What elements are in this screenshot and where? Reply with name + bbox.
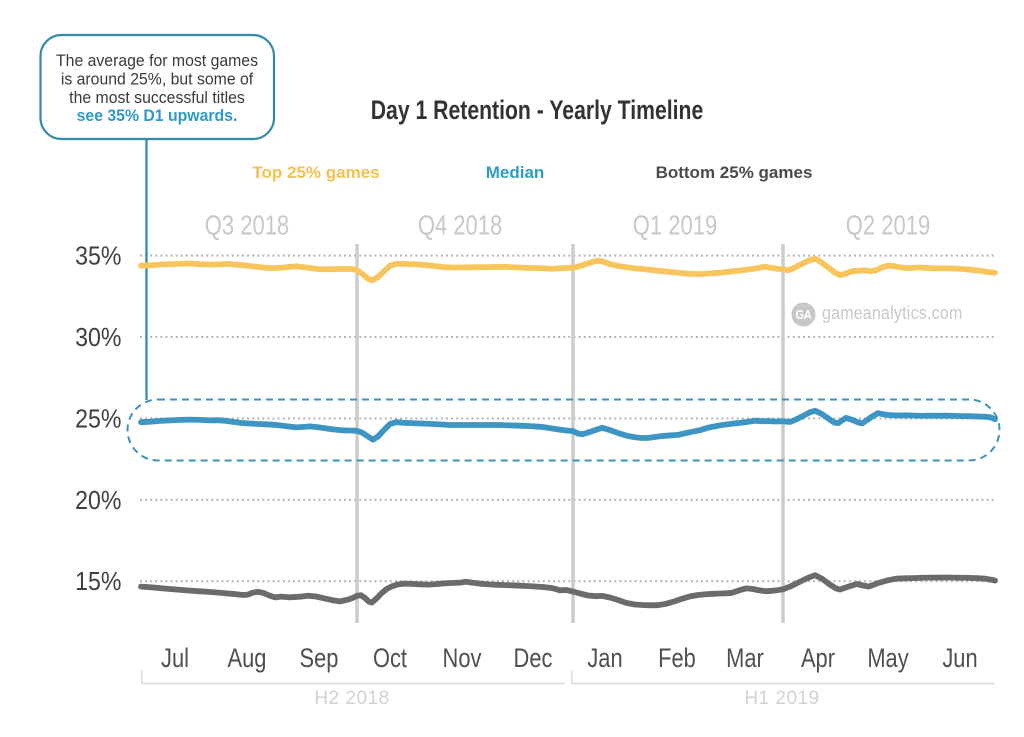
svg-text:Q3 2018: Q3 2018 xyxy=(205,210,289,241)
svg-text:Mar: Mar xyxy=(726,644,764,673)
svg-text:20%: 20% xyxy=(75,487,121,516)
svg-text:Dec: Dec xyxy=(514,644,553,673)
svg-text:Feb: Feb xyxy=(658,644,696,673)
svg-text:Aug: Aug xyxy=(228,644,267,673)
svg-text:Nov: Nov xyxy=(443,644,483,673)
svg-text:35%: 35% xyxy=(75,242,121,271)
svg-text:the most successful titles: the most successful titles xyxy=(69,88,245,107)
svg-text:Jun: Jun xyxy=(942,644,977,673)
svg-text:Q1 2019: Q1 2019 xyxy=(633,210,717,241)
svg-text:see 35% D1 upwards.: see 35% D1 upwards. xyxy=(77,107,238,126)
svg-text:Bottom 25% games: Bottom 25% games xyxy=(656,163,813,182)
svg-text:Q2 2019: Q2 2019 xyxy=(846,210,930,241)
svg-text:Median: Median xyxy=(486,163,545,182)
svg-text:Jan: Jan xyxy=(587,644,622,673)
svg-text:Oct: Oct xyxy=(373,644,407,673)
svg-text:H1 2019: H1 2019 xyxy=(744,688,819,709)
svg-text:is around 25%, but some of: is around 25%, but some of xyxy=(61,70,254,89)
svg-text:May: May xyxy=(867,644,909,673)
svg-text:The average for most games: The average for most games xyxy=(56,52,258,71)
svg-text:Apr: Apr xyxy=(801,644,835,673)
svg-text:Day 1 Retention - Yearly Timel: Day 1 Retention - Yearly Timeline xyxy=(371,96,703,126)
svg-text:30%: 30% xyxy=(75,324,121,353)
svg-text:25%: 25% xyxy=(75,405,121,434)
svg-text:Jul: Jul xyxy=(161,644,189,673)
svg-text:GA: GA xyxy=(796,307,813,322)
svg-text:H2 2018: H2 2018 xyxy=(314,688,389,709)
svg-text:Q4 2018: Q4 2018 xyxy=(418,210,502,241)
svg-text:gameanalytics.com: gameanalytics.com xyxy=(822,302,963,323)
svg-text:15%: 15% xyxy=(75,568,121,597)
svg-text:Top 25% games: Top 25% games xyxy=(252,163,379,182)
svg-text:Sep: Sep xyxy=(300,644,339,673)
